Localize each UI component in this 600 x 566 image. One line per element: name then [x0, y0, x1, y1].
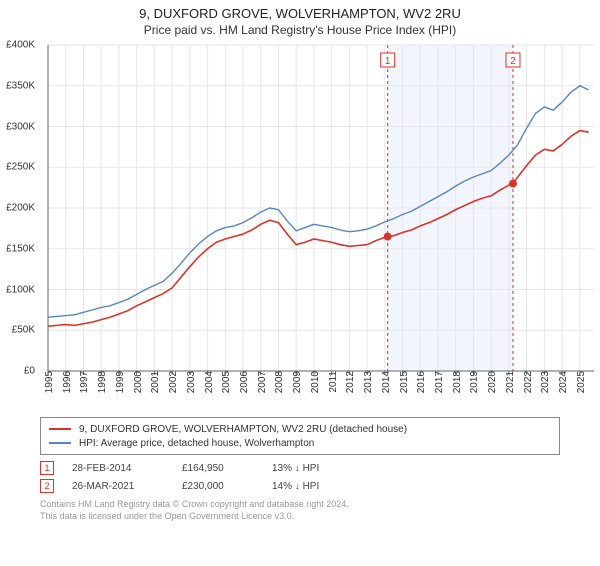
x-axis-label: 2025 — [576, 371, 587, 393]
footer-line2: This data is licensed under the Open Gov… — [40, 511, 560, 523]
x-axis-label: 2008 — [274, 371, 285, 393]
marker-id-box: 1 — [40, 461, 54, 475]
x-axis-label: 2006 — [239, 371, 250, 393]
x-axis-label: 2012 — [345, 371, 356, 393]
x-axis-label: 2020 — [487, 371, 498, 393]
x-axis-label: 2017 — [434, 371, 445, 393]
y-axis-label: £400K — [6, 40, 35, 51]
x-axis-label: 2005 — [221, 371, 232, 393]
marker-price: £164,950 — [182, 463, 272, 474]
marker-date: 28-FEB-2014 — [72, 463, 182, 474]
y-axis-label: £150K — [6, 243, 35, 254]
svg-text:2: 2 — [510, 56, 516, 67]
legend-item: 9, DUXFORD GROVE, WOLVERHAMPTON, WV2 2RU… — [49, 422, 551, 436]
page-subtitle: Price paid vs. HM Land Registry's House … — [0, 23, 600, 37]
y-axis-label: £250K — [6, 162, 35, 173]
marker-table: 1 28-FEB-2014£164,95013% ↓ HPI 2 26-MAR-202… — [40, 459, 560, 495]
marker-row: 1 28-FEB-2014£164,95013% ↓ HPI — [40, 459, 560, 477]
x-axis-label: 2001 — [150, 371, 161, 393]
x-axis-label: 2019 — [469, 371, 480, 393]
x-axis-label: 2022 — [523, 371, 534, 393]
x-axis-label: 2004 — [204, 371, 215, 393]
x-axis-label: 2011 — [328, 371, 339, 393]
marker-diff: 14% ↓ HPI — [272, 481, 352, 492]
y-axis-label: £200K — [6, 203, 35, 214]
legend: 9, DUXFORD GROVE, WOLVERHAMPTON, WV2 2RU… — [40, 417, 560, 455]
chart-area: 12 £0£50K£100K£150K£200K£250K£300K£350K£… — [36, 41, 596, 411]
marker-diff: 13% ↓ HPI — [272, 463, 352, 474]
x-axis-label: 2007 — [257, 371, 268, 393]
y-axis-label: £350K — [6, 80, 35, 91]
x-axis-label: 2018 — [452, 371, 463, 393]
footer: Contains HM Land Registry data © Crown c… — [40, 499, 560, 522]
page-title: 9, DUXFORD GROVE, WOLVERHAMPTON, WV2 2RU — [0, 6, 600, 21]
x-axis-label: 1999 — [115, 371, 126, 393]
x-axis-label: 2002 — [168, 371, 179, 393]
x-axis-label: 2015 — [399, 371, 410, 393]
x-axis-label: 2023 — [540, 371, 551, 393]
svg-text:1: 1 — [385, 56, 391, 67]
y-axis-label: £100K — [6, 284, 35, 295]
x-axis-label: 2000 — [133, 371, 144, 393]
legend-label: 9, DUXFORD GROVE, WOLVERHAMPTON, WV2 2RU… — [79, 424, 407, 435]
legend-item: HPI: Average price, detached house, Wolv… — [49, 436, 551, 450]
x-axis-label: 2009 — [292, 371, 303, 393]
x-axis-label: 2013 — [363, 371, 374, 393]
y-axis-label: £300K — [6, 121, 35, 132]
x-axis-label: 2003 — [186, 371, 197, 393]
legend-swatch — [49, 428, 71, 430]
y-axis-label: £50K — [12, 325, 35, 336]
legend-label: HPI: Average price, detached house, Wolv… — [79, 438, 314, 449]
marker-price: £230,000 — [182, 481, 272, 492]
x-axis-label: 2021 — [505, 371, 516, 393]
x-axis-label: 2014 — [381, 371, 392, 393]
price-chart: 12 — [36, 41, 596, 411]
x-axis-label: 1998 — [97, 371, 108, 393]
page: 9, DUXFORD GROVE, WOLVERHAMPTON, WV2 2RU… — [0, 6, 600, 566]
marker-row: 2 26-MAR-2021£230,00014% ↓ HPI — [40, 477, 560, 495]
marker-date: 26-MAR-2021 — [72, 481, 182, 492]
x-axis-label: 1997 — [79, 371, 90, 393]
x-axis-label: 1995 — [44, 371, 55, 393]
x-axis-label: 2024 — [558, 371, 569, 393]
x-axis-label: 2016 — [416, 371, 427, 393]
footer-line1: Contains HM Land Registry data © Crown c… — [40, 499, 560, 511]
legend-swatch — [49, 442, 71, 444]
x-axis-label: 2010 — [310, 371, 321, 393]
marker-id-box: 2 — [40, 479, 54, 493]
y-axis-label: £0 — [24, 366, 35, 377]
x-axis-label: 1996 — [62, 371, 73, 393]
